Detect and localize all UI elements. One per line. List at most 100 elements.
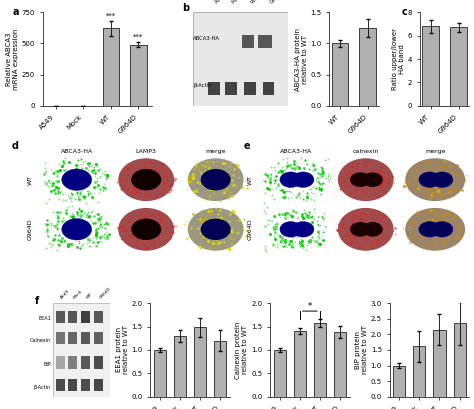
Bar [244,83,255,94]
Text: β-Actin: β-Actin [193,83,211,88]
Bar [242,35,254,48]
Text: A549: A549 [214,0,227,5]
Bar [258,35,272,48]
Ellipse shape [405,208,465,251]
Text: G964D: G964D [28,218,33,240]
Bar [81,357,90,369]
Bar [194,328,206,397]
Text: A549: A549 [60,288,71,299]
Text: Calnexin: Calnexin [30,338,51,343]
Bar [413,346,425,397]
Circle shape [280,172,301,187]
Bar [56,357,64,369]
Circle shape [362,172,383,187]
Bar [94,357,103,369]
Title: merge: merge [206,149,226,154]
Bar [454,324,465,397]
Text: ***: *** [133,34,144,40]
Bar [214,341,227,397]
Bar [68,357,77,369]
Bar [208,83,219,94]
Bar [294,331,306,397]
Ellipse shape [405,158,465,201]
Circle shape [350,172,371,187]
Y-axis label: Relative ABCA3
mRNA expression: Relative ABCA3 mRNA expression [6,28,19,90]
Bar [273,350,286,397]
Title: LAMP3: LAMP3 [136,149,156,154]
Bar [94,310,103,323]
Bar [81,310,90,323]
Ellipse shape [188,208,244,251]
Circle shape [62,218,91,240]
Circle shape [201,218,231,240]
Ellipse shape [338,208,393,251]
Circle shape [362,222,383,237]
Y-axis label: BiP protein
relative to WT: BiP protein relative to WT [355,326,368,374]
Title: ABCA3-HA: ABCA3-HA [61,149,93,154]
Bar [68,332,77,344]
Bar [53,303,110,397]
Bar [422,26,439,106]
Ellipse shape [118,158,174,201]
Text: G964D: G964D [247,218,253,240]
Text: Mock: Mock [73,289,83,299]
Bar [94,379,103,391]
Circle shape [280,222,301,237]
Circle shape [131,218,161,240]
Text: c: c [401,7,407,17]
Bar [450,27,467,106]
Text: WT: WT [85,292,93,299]
Circle shape [431,172,453,187]
Title: merge: merge [425,149,446,154]
Bar [81,332,90,344]
Bar [334,332,346,397]
Title: calnexin: calnexin [353,149,379,154]
Bar [263,83,274,94]
Bar [154,350,166,397]
Bar [331,43,348,106]
Text: G964D: G964D [98,286,111,299]
Text: β-Actin: β-Actin [34,385,51,390]
Bar [94,332,103,344]
Ellipse shape [118,208,174,251]
Bar [81,379,90,391]
Circle shape [201,169,231,191]
Circle shape [419,222,441,237]
Bar [56,332,64,344]
Text: BiP: BiP [43,362,51,367]
Bar [225,83,237,94]
Text: e: e [244,141,251,151]
Text: G964D: G964D [269,0,284,5]
Bar [174,336,186,397]
Bar [68,310,77,323]
Circle shape [292,172,314,187]
Text: d: d [12,141,19,151]
Bar [130,45,146,106]
Circle shape [431,222,453,237]
Bar [359,28,376,106]
Bar [68,379,77,391]
Bar [56,379,64,391]
Text: WT: WT [247,175,253,185]
Text: b: b [182,3,189,13]
Ellipse shape [338,158,393,201]
Bar [393,366,405,397]
Y-axis label: Ratio upper/lower
HA band: Ratio upper/lower HA band [392,28,405,90]
Bar [314,323,326,397]
Text: *: * [308,301,312,310]
Text: WT: WT [250,0,259,5]
Circle shape [62,169,91,191]
Text: WT: WT [28,175,33,185]
Title: ABCA3-HA: ABCA3-HA [280,149,312,154]
Text: ABCA3-HA: ABCA3-HA [193,36,220,41]
Text: f: f [35,296,39,306]
Ellipse shape [188,158,244,201]
Bar [433,330,446,397]
Text: ***: *** [106,12,116,18]
Bar [56,310,64,323]
Circle shape [350,222,371,237]
Y-axis label: EEA1 protein
relative to WT: EEA1 protein relative to WT [116,326,128,374]
Y-axis label: Calnexin protein
relative to WT: Calnexin protein relative to WT [235,321,248,379]
Text: Mock: Mock [231,0,244,5]
Circle shape [419,172,441,187]
